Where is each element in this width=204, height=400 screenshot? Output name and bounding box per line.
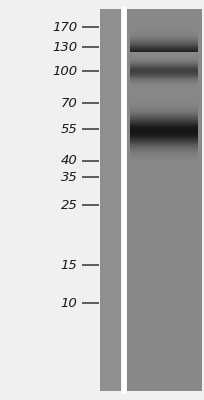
Text: 40: 40 bbox=[61, 154, 78, 167]
Text: 25: 25 bbox=[61, 199, 78, 212]
Text: 130: 130 bbox=[52, 41, 78, 54]
Text: 10: 10 bbox=[61, 297, 78, 310]
Bar bbox=[100, 9, 121, 391]
Text: 70: 70 bbox=[61, 97, 78, 110]
Text: 35: 35 bbox=[61, 171, 78, 184]
Bar bbox=[126, 9, 202, 391]
Text: 55: 55 bbox=[61, 123, 78, 136]
Text: 170: 170 bbox=[52, 21, 78, 34]
Text: 100: 100 bbox=[52, 65, 78, 78]
Text: 15: 15 bbox=[61, 259, 78, 272]
